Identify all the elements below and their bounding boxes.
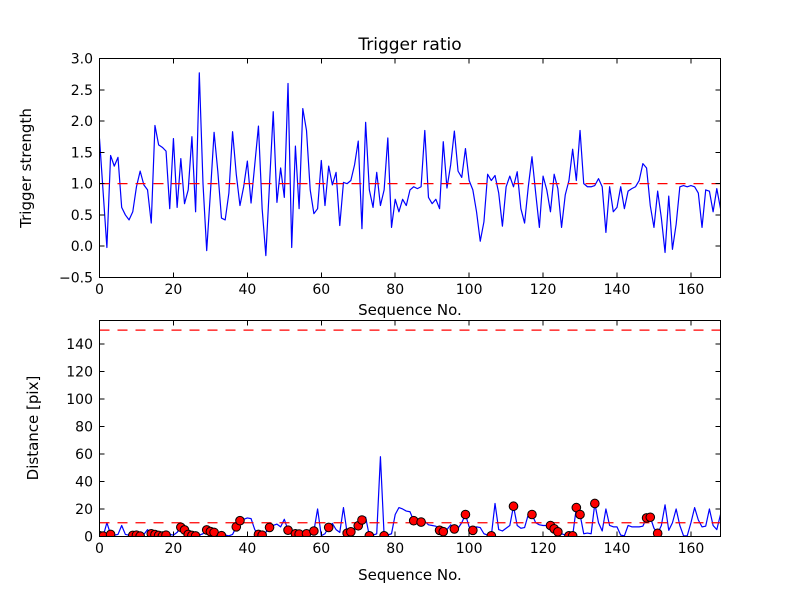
top-plot-title: Trigger ratio (357, 35, 461, 55)
marker-dot (364, 531, 375, 537)
marker-dot (645, 512, 656, 523)
data-line (99, 72, 721, 257)
marker-dot (460, 509, 471, 520)
x-tick-label: 140 (604, 541, 631, 557)
marker-dot (257, 530, 267, 537)
ticks (99, 58, 721, 278)
marker-dot (590, 498, 600, 509)
y-tick-label: 100 (66, 392, 93, 408)
marker-dot (323, 522, 334, 533)
marker-dot (416, 517, 426, 527)
x-tick-label: 80 (386, 282, 404, 298)
y-tick-label: 80 (75, 419, 93, 435)
x-tick-label: 80 (386, 541, 404, 557)
marker-dot (190, 531, 201, 537)
marker-dot (652, 528, 663, 537)
y-tick-label: 0 (84, 530, 93, 546)
y-tick-label: 2.0 (71, 114, 93, 130)
y-tick-label: 140 (66, 337, 93, 353)
bottom-plot-ylabel: Distance [pix] (24, 376, 42, 481)
y-tick-label: 20 (75, 502, 93, 518)
y-tick-label: 40 (75, 474, 93, 490)
ticks (99, 320, 721, 537)
marker-dot (553, 527, 563, 537)
marker-dot (468, 525, 478, 536)
y-tick-label: 0.5 (71, 208, 93, 224)
y-tick-label: 120 (66, 364, 93, 380)
marker-dot (575, 509, 585, 520)
x-tick-label: 160 (678, 541, 705, 557)
x-tick-label: 120 (530, 541, 557, 557)
y-tick-label: 2.5 (71, 83, 93, 99)
distance-plot: 0 20 40 60 80 100 120 140 160 0 20 40 60 80 100 120 140 (66, 320, 721, 557)
x-tick-label: 140 (604, 282, 631, 298)
y-tick-label: 1.0 (71, 177, 93, 193)
marker-dot (105, 529, 116, 537)
x-tick-label: 40 (238, 541, 256, 557)
top-plot-xlabel: Sequence No. (358, 301, 462, 319)
marker-dot (264, 522, 275, 533)
marker-dot (235, 515, 245, 526)
axes-frame (99, 58, 721, 278)
marker-dot (309, 526, 319, 536)
plot-area (99, 72, 721, 257)
marker-dot (161, 530, 171, 537)
marker-dot (346, 527, 356, 537)
y-tick-label: 1.5 (71, 145, 93, 161)
bottom-plot-xlabel: Sequence No. (358, 566, 462, 584)
x-tick-label: 60 (312, 541, 330, 557)
marker-dot (486, 531, 497, 537)
y-tick-label: 3.0 (71, 52, 93, 68)
x-tick-label: 120 (530, 282, 557, 298)
marker-dot (527, 509, 537, 520)
y-tick-label: −0.5 (59, 271, 93, 287)
plot-area (99, 456, 721, 537)
marker-dot (357, 515, 367, 525)
top-plot-ylabel: Trigger strength (17, 108, 35, 229)
x-tick-label: 20 (165, 541, 183, 557)
x-tick-label: 40 (238, 282, 256, 298)
x-tick-label: 100 (456, 541, 483, 557)
x-tick-label: 60 (312, 282, 330, 298)
marker-dot (449, 524, 460, 534)
trigger-points (99, 498, 663, 537)
marker-dot (567, 531, 578, 537)
marker-dot (438, 526, 449, 537)
data-line (99, 456, 721, 537)
y-tick-label: 0.0 (71, 239, 93, 255)
marker-dot (216, 530, 227, 537)
marker-dot (379, 531, 389, 537)
x-tick-label: 160 (678, 282, 705, 298)
axes-frame (99, 320, 721, 537)
trigger-ratio-plot: 0 20 40 60 80 100 120 140 160 −0.5 0.0 0.5 1.0 1.5 2.0… (59, 52, 721, 298)
x-tick-label: 0 (95, 541, 104, 557)
x-tick-label: 20 (165, 282, 183, 298)
y-tick-label: 60 (75, 447, 93, 463)
x-tick-label: 100 (456, 282, 483, 298)
marker-dot (508, 501, 519, 512)
x-tick-label: 0 (95, 282, 104, 298)
